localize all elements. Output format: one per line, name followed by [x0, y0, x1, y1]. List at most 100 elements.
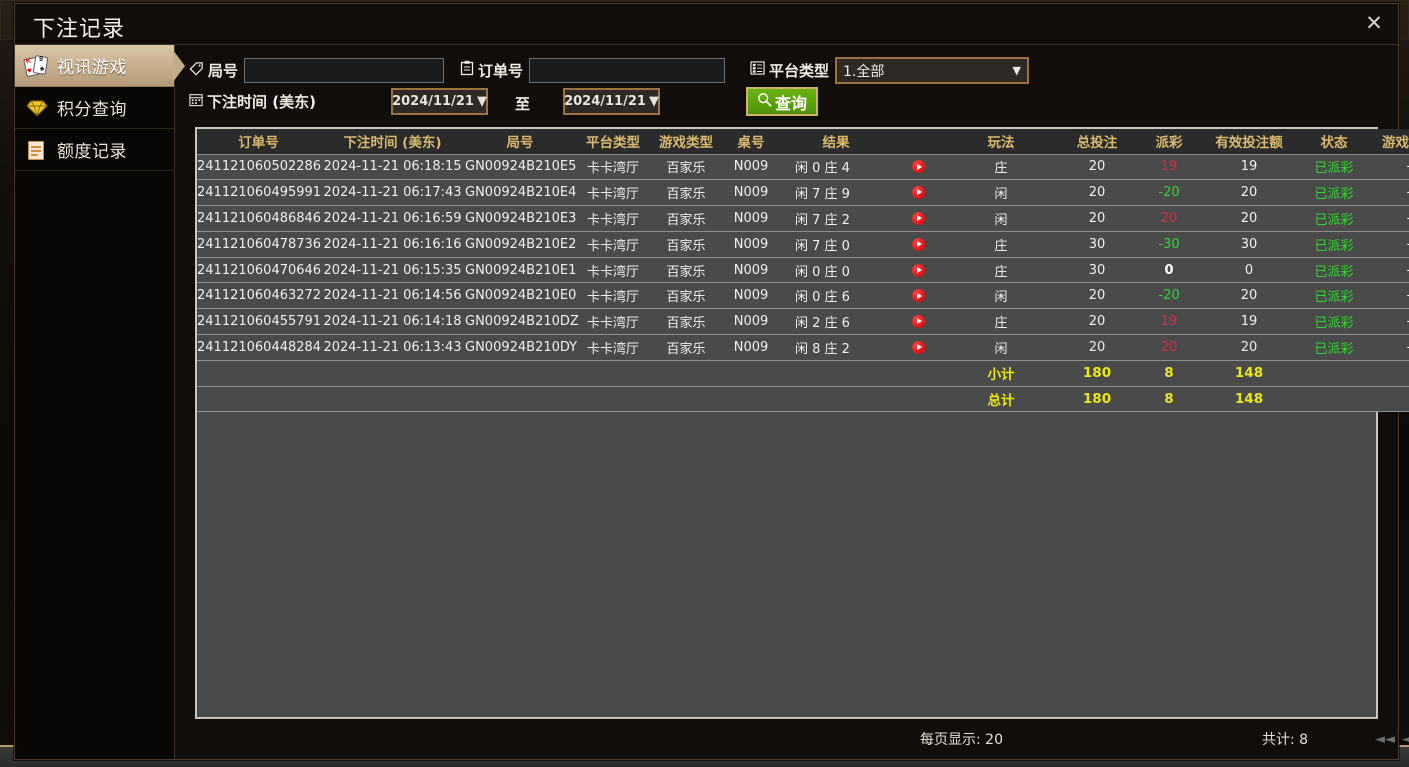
cell-result: 闲 0 庄 4 — [781, 154, 891, 181]
cell-summary-label: 小计 — [946, 360, 1056, 387]
cell-empty — [781, 360, 891, 387]
document-icon — [24, 138, 50, 162]
play-icon[interactable] — [912, 237, 925, 251]
cell-total-bet: 20 — [1056, 334, 1138, 361]
sidebar-item-credit-records[interactable]: 额度记录 — [15, 129, 174, 171]
play-icon[interactable] — [912, 340, 925, 354]
col-table-no: 桌号 — [721, 129, 781, 155]
search-button[interactable]: 查询 — [746, 87, 819, 116]
cell-order-no: 241121060455791 — [197, 308, 321, 336]
round-no-input[interactable] — [244, 58, 445, 83]
summary-row: 小计 180 8 148 — [197, 360, 1409, 387]
cell-summary-valid-bet: 148 — [1200, 386, 1298, 413]
cell-replay[interactable] — [891, 205, 946, 232]
cell-mode: - — [1370, 334, 1409, 361]
cell-bet-time: 2024-11-21 06:16:16 — [320, 231, 465, 258]
cell-result: 闲 7 庄 9 — [781, 179, 891, 207]
cell-total-bet: 20 — [1056, 308, 1138, 336]
cell-round-no: GN00924B210DY — [465, 334, 577, 361]
cell-bet-time: 2024-11-21 06:16:59 — [320, 205, 465, 232]
platform-type-select[interactable]: 1.全部 ▼ — [835, 57, 1030, 84]
cell-empty — [1370, 360, 1409, 387]
table-row[interactable]: 241121060495991 2024-11-21 06:17:43 GN0092… — [197, 179, 1409, 207]
cell-replay[interactable] — [891, 154, 946, 181]
first-page-icon[interactable]: ◄◄ — [1375, 731, 1395, 747]
bet-time-to-datepicker[interactable]: 2024/11/21 ▼ — [563, 88, 660, 115]
cell-empty — [575, 386, 651, 413]
cell-order-no: 241121060486846 — [197, 205, 321, 232]
platform-type-filter: 平台类型 1.全部 ▼ — [750, 57, 1030, 84]
cell-round-no: GN00924B210E2 — [465, 231, 576, 258]
col-platform: 平台类型 — [575, 129, 651, 155]
col-valid-bet: 有效投注额 — [1200, 129, 1298, 155]
cell-order-no: 241121060463272 — [197, 282, 321, 310]
playing-cards-icon: K ♥ 9 ♠ — [23, 54, 50, 78]
cell-order-no: 241121060448284 — [197, 334, 321, 361]
cell-empty — [891, 386, 946, 413]
sidebar-item-label: 积分查询 — [57, 100, 127, 120]
cell-game-type: 百家乐 — [651, 205, 721, 232]
cell-play: 闲 — [946, 205, 1056, 232]
cell-game-type: 百家乐 — [651, 179, 721, 207]
table-footer: 每页显示: 20 共计: 8 ◄◄ ◄ / 1 ► ►► — [175, 719, 1409, 759]
table-row[interactable]: 241121060463272 2024-11-21 06:14:56 GN0092… — [197, 282, 1409, 310]
cell-empty — [891, 360, 946, 387]
cell-empty — [781, 386, 891, 413]
cell-play: 庄 — [946, 231, 1056, 258]
sidebar-item-video-games[interactable]: K ♥ 9 ♠ 视讯游戏 — [15, 45, 185, 87]
table-row[interactable]: 241121060470646 2024-11-21 06:15:35 GN0092… — [197, 257, 1409, 284]
cell-total-bet: 20 — [1056, 179, 1138, 207]
cell-valid-bet: 20 — [1200, 179, 1298, 207]
cell-round-no: GN00924B210E4 — [465, 179, 576, 207]
order-no-input[interactable] — [529, 58, 726, 83]
cell-replay[interactable] — [891, 179, 946, 207]
cell-payout: 19 — [1138, 154, 1200, 181]
cell-empty — [575, 360, 651, 387]
bet-time-from-value: 2024/11/21 — [392, 94, 474, 109]
prev-page-icon[interactable]: ◄ — [1402, 731, 1409, 747]
table-row[interactable]: 241121060486846 2024-11-21 06:16:59 GN0092… — [197, 205, 1409, 232]
per-page-label: 每页显示: 20 — [920, 732, 1003, 748]
cell-replay[interactable] — [891, 334, 946, 361]
play-icon[interactable] — [912, 289, 925, 303]
play-icon[interactable] — [912, 211, 925, 225]
cell-payout: -20 — [1138, 282, 1200, 310]
cell-total-bet: 20 — [1056, 154, 1138, 181]
table-empty-area — [197, 412, 1376, 717]
cell-mode: - — [1370, 257, 1409, 284]
cell-replay[interactable] — [891, 257, 946, 284]
close-icon[interactable]: ✕ — [1365, 12, 1383, 35]
list-icon — [750, 60, 765, 81]
table-row[interactable]: 241121060455791 2024-11-21 06:14:18 GN0092… — [197, 308, 1409, 336]
cell-bet-time: 2024-11-21 06:14:18 — [320, 308, 465, 336]
search-button-label: 查询 — [775, 93, 808, 113]
cell-summary-valid-bet: 148 — [1200, 360, 1298, 387]
play-icon[interactable] — [912, 160, 925, 174]
play-icon[interactable] — [912, 315, 925, 329]
cell-payout: 20 — [1138, 205, 1200, 232]
cell-result: 闲 0 庄 0 — [781, 257, 891, 284]
cell-replay[interactable] — [891, 231, 946, 258]
table-row[interactable]: 241121060502286 2024-11-21 06:18:15 GN0092… — [197, 154, 1409, 181]
cell-total-bet: 30 — [1056, 257, 1138, 284]
total-count-label: 共计: 8 — [1262, 732, 1309, 748]
cell-replay[interactable] — [891, 308, 946, 336]
cell-table-no: N009 — [721, 179, 781, 207]
cell-summary-label: 总计 — [946, 386, 1056, 413]
table-row[interactable]: 241121060478736 2024-11-21 06:16:16 GN0092… — [197, 231, 1409, 258]
sidebar-item-label: 额度记录 — [57, 142, 127, 162]
cell-empty — [320, 360, 465, 387]
play-icon[interactable] — [912, 186, 925, 200]
cell-status: 已派彩 — [1298, 179, 1370, 207]
cell-replay[interactable] — [891, 282, 946, 310]
cell-valid-bet: 20 — [1200, 205, 1298, 232]
cell-bet-time: 2024-11-21 06:13:43 — [320, 334, 465, 361]
records-table: 订单号 下注时间 (美东) 局号 平台类型 游戏类型 桌号 结果 玩法 总投注 … — [197, 129, 1409, 413]
table-row[interactable]: 241121060448284 2024-11-21 06:13:43 GN0092… — [197, 334, 1409, 361]
bet-time-from-datepicker[interactable]: 2024/11/21 ▼ — [391, 88, 488, 115]
sidebar-item-points-query[interactable]: 积分查询 — [15, 87, 174, 129]
play-icon[interactable] — [912, 263, 925, 277]
cell-bet-time: 2024-11-21 06:18:15 — [320, 154, 465, 181]
cell-empty — [1370, 386, 1409, 413]
cell-table-no: N009 — [721, 205, 781, 232]
